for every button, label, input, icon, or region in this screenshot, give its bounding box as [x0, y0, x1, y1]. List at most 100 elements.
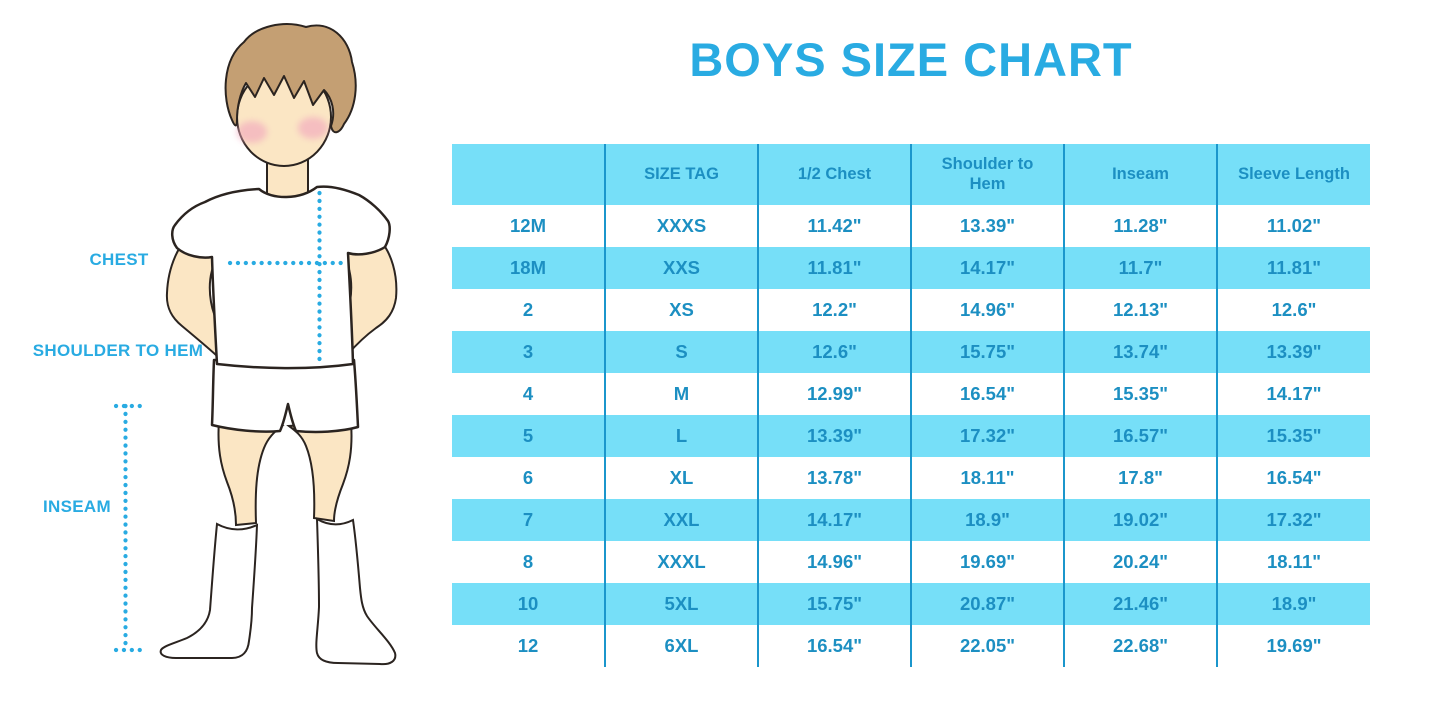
size-table-head-row: SIZE TAG 1/2 Chest Shoulder to Hem Inseam Sl…: [452, 144, 1370, 205]
table-cell: 17.32": [1216, 499, 1370, 541]
left-arm-shape: [165, 228, 238, 356]
column-header: Shoulder to Hem: [910, 144, 1064, 205]
table-cell: XL: [604, 457, 758, 499]
table-cell: 21.46": [1063, 583, 1217, 625]
column-header: 1/2 Chest: [757, 144, 911, 205]
table-cell: 16.54": [1216, 457, 1370, 499]
table-cell: 6: [522, 467, 534, 488]
table-cell: 11.02": [1216, 205, 1370, 247]
table-cell: 6XL: [604, 625, 758, 667]
left-sock-shape: [159, 522, 259, 659]
table-cell: 19.69": [910, 541, 1064, 583]
table-row: 5 L 13.39" 17.32" 16.57" 15.35": [452, 415, 1370, 457]
column-header: Inseam: [1063, 144, 1217, 205]
table-cell: 20.87": [910, 583, 1064, 625]
table-cell: XXXS: [604, 205, 758, 247]
table-cell: 13.78": [757, 457, 911, 499]
size-table-head: SIZE TAG 1/2 Chest Shoulder to Hem Inseam Sl…: [452, 144, 1370, 205]
table-cell: XS: [604, 289, 758, 331]
table-cell: 14.17": [1216, 373, 1370, 415]
table-cell: 16.54": [910, 373, 1064, 415]
table-cell: S: [604, 331, 758, 373]
right-leg-shape: [286, 420, 353, 523]
table-cell: 14.96": [910, 289, 1064, 331]
table-cell: 5XL: [604, 583, 758, 625]
table-cell: 14.17": [910, 247, 1064, 289]
table-row: 10 5XL 15.75" 20.87" 21.46" 18.9": [452, 583, 1370, 625]
table-cell: 15.35": [1216, 415, 1370, 457]
table-cell: 18.9": [1216, 583, 1370, 625]
table-row: 4 M 12.99" 16.54" 15.35" 14.17": [452, 373, 1370, 415]
table-cell: M: [604, 373, 758, 415]
table-cell: 12: [517, 635, 539, 656]
shoulder-to-hem-label: SHOULDER TO HEM: [32, 341, 204, 360]
table-row: 6 XL 13.78" 18.11" 17.8" 16.54": [452, 457, 1370, 499]
left-cheek-blush: [237, 121, 267, 143]
table-cell: 11.28": [1063, 205, 1217, 247]
hair-shape: [224, 23, 357, 134]
table-cell: 4: [522, 383, 534, 404]
table-cell: 12.6": [757, 331, 911, 373]
right-cheek-blush: [298, 117, 328, 139]
table-cell: XXS: [604, 247, 758, 289]
table-cell: 11.81": [1216, 247, 1370, 289]
table-cell: 15.75": [757, 583, 911, 625]
shorts-shape: [210, 358, 360, 434]
table-cell: 13.39": [1216, 331, 1370, 373]
table-cell: 16.57": [1063, 415, 1217, 457]
table-row: 3 S 12.6" 15.75" 13.74" 13.39": [452, 331, 1370, 373]
chest-label: CHEST: [89, 250, 149, 269]
table-cell: 2: [522, 299, 534, 320]
table-row: 18M XXS 11.81" 14.17" 11.7" 11.81": [452, 247, 1370, 289]
table-cell: 12M: [510, 215, 546, 236]
size-chart-table: SIZE TAG 1/2 Chest Shoulder to Hem Inseam Sl…: [452, 144, 1370, 667]
figure-area: CHEST SHOULDER TO HEM INSEAM: [0, 0, 450, 723]
right-sock-shape: [315, 517, 397, 666]
table-cell: 12.6": [1216, 289, 1370, 331]
table-cell: 18M: [452, 247, 605, 289]
left-leg-shape: [217, 418, 285, 527]
table-cell: 12.99": [757, 373, 911, 415]
table-cell: 19.69": [1216, 625, 1370, 667]
table-cell: 16.54": [757, 625, 911, 667]
column-header: Sleeve Length: [1216, 144, 1370, 205]
table-cell: 3: [452, 331, 605, 373]
table-cell: XXL: [604, 499, 758, 541]
table-cell: 11.42": [757, 205, 911, 247]
table-cell: 20.24": [1063, 541, 1217, 583]
table-cell: 14.96": [757, 541, 911, 583]
table-cell: 19.02": [1063, 499, 1217, 541]
column-header: SIZE TAG: [604, 144, 758, 205]
table-cell: 14.17": [757, 499, 911, 541]
table-cell: 10: [452, 583, 605, 625]
table-cell: L: [604, 415, 758, 457]
table-cell: 11.81": [757, 247, 911, 289]
table-cell: 7: [452, 499, 605, 541]
table-row: 8 XXXL 14.96" 19.69" 20.24" 18.11": [452, 541, 1370, 583]
table-row: 12 6XL 16.54" 22.05" 22.68" 19.69": [452, 625, 1370, 667]
table-cell: 22.68": [1063, 625, 1217, 667]
table-cell: 15.75": [910, 331, 1064, 373]
size-table-body: 12M XXXS 11.42" 13.39" 11.28" 11.02" 18M XXS 11.…: [452, 205, 1370, 667]
tshirt-shape: [171, 185, 391, 370]
table-cell: 15.35": [1063, 373, 1217, 415]
boy-figure-illustration: [113, 23, 398, 666]
table-row: 2 XS 12.2" 14.96" 12.13" 12.6": [452, 289, 1370, 331]
table-row: 12M XXXS 11.42" 13.39" 11.28" 11.02": [452, 205, 1370, 247]
table-cell: 18.9": [910, 499, 1064, 541]
table-cell: 12.2": [757, 289, 911, 331]
table-cell: 5: [452, 415, 605, 457]
table-cell: 18.11": [1216, 541, 1370, 583]
table-cell: 18.11": [910, 457, 1064, 499]
page-title: BOYS SIZE CHART: [689, 33, 1133, 86]
table-cell: 11.7": [1063, 247, 1217, 289]
table-cell: 17.32": [910, 415, 1064, 457]
inseam-label: INSEAM: [43, 497, 111, 516]
table-cell: 13.39": [910, 205, 1064, 247]
table-row: 7 XXL 14.17" 18.9" 19.02" 17.32": [452, 499, 1370, 541]
table-cell: 12.13": [1063, 289, 1217, 331]
table-cell: 13.39": [757, 415, 911, 457]
table-cell: 17.8": [1063, 457, 1217, 499]
table-cell: 13.74": [1063, 331, 1217, 373]
